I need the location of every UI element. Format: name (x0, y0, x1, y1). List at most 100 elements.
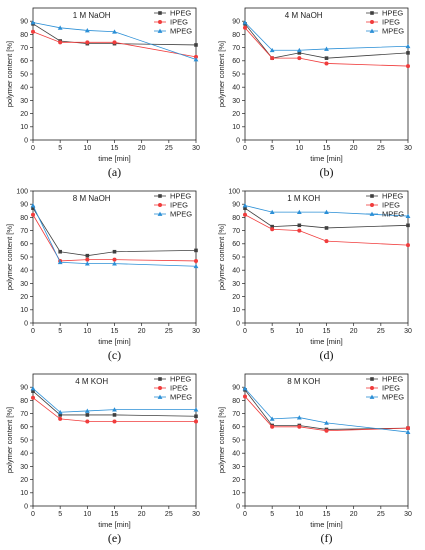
y-tick-label: 40 (232, 85, 240, 92)
x-tick-label: 10 (295, 145, 303, 152)
data-point-mpeg (30, 20, 36, 25)
series-mpeg (242, 203, 411, 218)
data-point-ipeg (324, 239, 329, 244)
data-point-ipeg (85, 419, 90, 424)
data-point-ipeg (270, 227, 275, 232)
legend-marker (369, 28, 375, 33)
y-tick-label: 50 (232, 254, 240, 261)
panel-caption: (e) (107, 531, 122, 545)
legend-marker (369, 394, 375, 399)
y-axis-title: polymer content [%] (217, 407, 226, 473)
series-line-ipeg (32, 214, 197, 262)
x-tick-label: 5 (58, 328, 62, 335)
y-tick-label: 80 (232, 32, 240, 39)
legend-label: IPEG (382, 18, 400, 27)
legend-marker (157, 394, 163, 399)
x-tick-label: 25 (377, 328, 385, 335)
y-tick-label: 90 (20, 385, 28, 392)
y-tick-label: 90 (232, 202, 240, 209)
panel-caption: (f) (320, 531, 333, 545)
x-tick-label: 20 (138, 328, 146, 335)
y-tick-label: 30 (232, 281, 240, 288)
data-point-ipeg (406, 426, 410, 431)
data-point-ipeg (194, 258, 198, 263)
data-point-mpeg (324, 209, 329, 215)
legend-label: MPEG (170, 27, 192, 36)
series-ipeg (31, 212, 198, 263)
y-tick-label: 90 (20, 202, 28, 209)
data-point-hpeg (324, 56, 329, 60)
data-point-ipeg (85, 40, 90, 45)
data-point-mpeg (269, 416, 275, 421)
legend-label: IPEG (382, 384, 400, 393)
y-tick-label: 0 (24, 320, 28, 327)
x-tick-label: 20 (350, 511, 358, 518)
y-tick-label: 20 (232, 294, 240, 301)
condition-annotation: 1 M KOH (287, 194, 320, 203)
panel-caption: (a) (107, 165, 122, 179)
data-point-hpeg (85, 253, 90, 258)
series-mpeg (30, 203, 199, 269)
y-tick-label: 50 (232, 71, 240, 78)
data-point-hpeg (270, 224, 274, 229)
condition-annotation: 4 M NaOH (285, 11, 323, 20)
y-tick-label: 80 (20, 398, 28, 405)
data-point-ipeg (406, 243, 410, 248)
y-tick-label: 40 (20, 268, 28, 275)
series-ipeg (31, 29, 198, 59)
x-tick-label: 5 (58, 511, 62, 518)
panel-caption: (d) (319, 348, 334, 362)
data-point-ipeg (112, 257, 117, 262)
x-tick-label: 15 (111, 511, 119, 518)
y-tick-label: 10 (20, 307, 28, 314)
legend-marker (158, 11, 162, 15)
y-tick-label: 60 (20, 58, 28, 65)
y-tick-label: 40 (232, 268, 240, 275)
legend-label: MPEG (382, 210, 404, 219)
legend-marker (369, 211, 375, 216)
y-tick-label: 90 (232, 19, 240, 26)
y-tick-label: 60 (232, 424, 240, 431)
y-tick-label: 0 (24, 503, 28, 510)
y-tick-label: 30 (232, 464, 240, 471)
condition-annotation: 8 M KOH (287, 377, 320, 386)
series-hpeg (243, 206, 410, 230)
x-tick-label: 30 (192, 145, 200, 152)
legend-marker (370, 20, 374, 24)
data-point-mpeg (112, 261, 117, 266)
data-point-hpeg (85, 413, 90, 417)
data-point-ipeg (58, 416, 63, 421)
data-point-mpeg (405, 43, 411, 49)
data-point-ipeg (112, 419, 117, 424)
x-tick-label: 30 (404, 145, 412, 152)
chart-svg-e: 0 5 10 15 20 25 30 0 10 20 30 40 50 60 70 80 90 time [min… (5, 373, 200, 529)
y-tick-label: 10 (232, 490, 240, 497)
legend-label: IPEG (170, 18, 188, 27)
data-point-ipeg (112, 40, 117, 45)
data-point-hpeg (112, 249, 117, 254)
legend-marker (157, 211, 163, 216)
x-tick-label: 30 (404, 328, 412, 335)
y-axis-title: polymer content [%] (5, 224, 14, 290)
data-point-ipeg (243, 25, 247, 30)
x-tick-label: 30 (404, 511, 412, 518)
y-tick-label: 90 (20, 19, 28, 26)
x-axis-title: time [min] (98, 520, 131, 529)
data-point-mpeg (269, 209, 275, 215)
x-tick-label: 20 (350, 145, 358, 152)
data-point-ipeg (58, 40, 63, 45)
y-tick-label: 30 (232, 98, 240, 105)
data-point-ipeg (270, 424, 275, 429)
x-tick-label: 0 (243, 511, 247, 518)
y-tick-label: 80 (232, 398, 240, 405)
y-tick-label: 10 (20, 124, 28, 131)
y-tick-label: 40 (232, 451, 240, 458)
y-tick-label: 80 (20, 215, 28, 222)
legend-label: MPEG (382, 393, 404, 402)
data-point-mpeg (84, 408, 90, 413)
x-tick-label: 0 (31, 511, 35, 518)
